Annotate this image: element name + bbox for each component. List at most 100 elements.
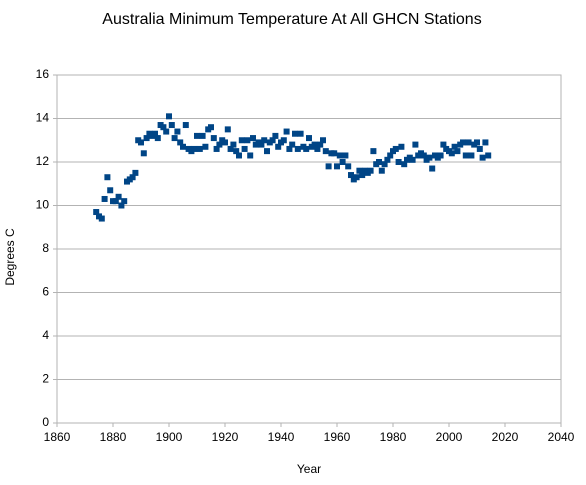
y-tick-label: 16: [36, 67, 50, 81]
point: [286, 145, 293, 152]
y-tick-label: 4: [42, 328, 49, 342]
point: [437, 152, 444, 159]
point: [297, 130, 304, 137]
point: [230, 141, 237, 148]
point: [275, 143, 282, 150]
point: [465, 139, 472, 146]
x-tick-label: 2000: [436, 430, 463, 444]
point: [479, 154, 486, 161]
point: [202, 143, 209, 150]
point: [258, 141, 265, 148]
point: [191, 145, 198, 152]
point: [233, 148, 240, 155]
point: [384, 156, 391, 163]
point: [194, 132, 200, 139]
x-tick-label: 1960: [324, 430, 351, 444]
point: [339, 159, 346, 165]
x-tick-label: 1880: [100, 430, 127, 444]
point: [356, 167, 363, 174]
point: [216, 141, 223, 148]
point: [409, 156, 416, 163]
point: [93, 209, 100, 216]
point: [264, 148, 270, 155]
point: [451, 143, 458, 150]
point: [244, 137, 251, 144]
y-tick-label: 0: [42, 415, 49, 429]
point: [213, 145, 220, 152]
point: [462, 152, 469, 159]
point: [392, 145, 399, 152]
point: [283, 128, 290, 135]
point: [420, 152, 427, 159]
y-tick-label: 12: [36, 154, 50, 168]
point: [289, 141, 296, 148]
point: [196, 145, 203, 152]
point: [154, 135, 161, 142]
y-axis-label: Degrees C: [3, 228, 17, 286]
point: [138, 139, 144, 146]
point: [104, 174, 111, 181]
point: [468, 152, 475, 159]
point: [115, 193, 122, 200]
point: [210, 135, 217, 142]
y-tick-label: 14: [36, 111, 50, 125]
point: [132, 169, 139, 176]
point: [272, 132, 279, 139]
point: [482, 139, 489, 146]
point: [171, 135, 178, 142]
point: [485, 152, 492, 159]
point: [336, 152, 343, 159]
point: [166, 113, 172, 120]
x-tick-label: 1900: [156, 430, 183, 444]
x-tick-label: 2040: [548, 430, 575, 444]
point: [294, 145, 301, 152]
point: [314, 145, 321, 152]
point: [376, 159, 382, 165]
point: [118, 202, 125, 209]
point: [160, 124, 167, 131]
point: [395, 159, 402, 165]
plot-border: [56, 74, 562, 424]
point: [303, 145, 310, 152]
point: [401, 161, 408, 168]
point: [378, 167, 385, 174]
x-tick-label: 1920: [212, 430, 239, 444]
point: [98, 215, 105, 222]
point: [454, 148, 461, 155]
point: [331, 150, 338, 157]
x-tick-label: 2020: [492, 430, 519, 444]
x-axis-label: Year: [297, 462, 321, 476]
point: [163, 128, 170, 135]
point: [208, 124, 214, 131]
point: [224, 126, 231, 133]
point: [412, 141, 419, 148]
point: [280, 137, 287, 144]
point: [247, 152, 254, 159]
y-tick-label: 6: [42, 285, 49, 299]
point: [174, 128, 181, 135]
point: [241, 145, 248, 152]
point: [353, 174, 360, 181]
x-tick-label: 1980: [380, 430, 407, 444]
y-tick-label: 10: [36, 198, 50, 212]
point: [177, 139, 184, 146]
point: [306, 135, 312, 142]
y-tick-label: 2: [42, 372, 49, 386]
point: [112, 198, 119, 205]
point: [107, 187, 114, 194]
point: [199, 132, 206, 139]
point: [320, 137, 326, 144]
x-tick-label: 1860: [44, 430, 71, 444]
point: [440, 141, 447, 148]
point: [238, 137, 245, 144]
point: [269, 137, 276, 144]
point: [168, 122, 175, 129]
point: [342, 152, 349, 159]
point: [348, 172, 354, 179]
point: [370, 148, 377, 155]
point: [322, 148, 329, 155]
point: [129, 174, 136, 181]
point: [101, 195, 108, 202]
point: [182, 122, 189, 129]
point: [359, 172, 366, 179]
